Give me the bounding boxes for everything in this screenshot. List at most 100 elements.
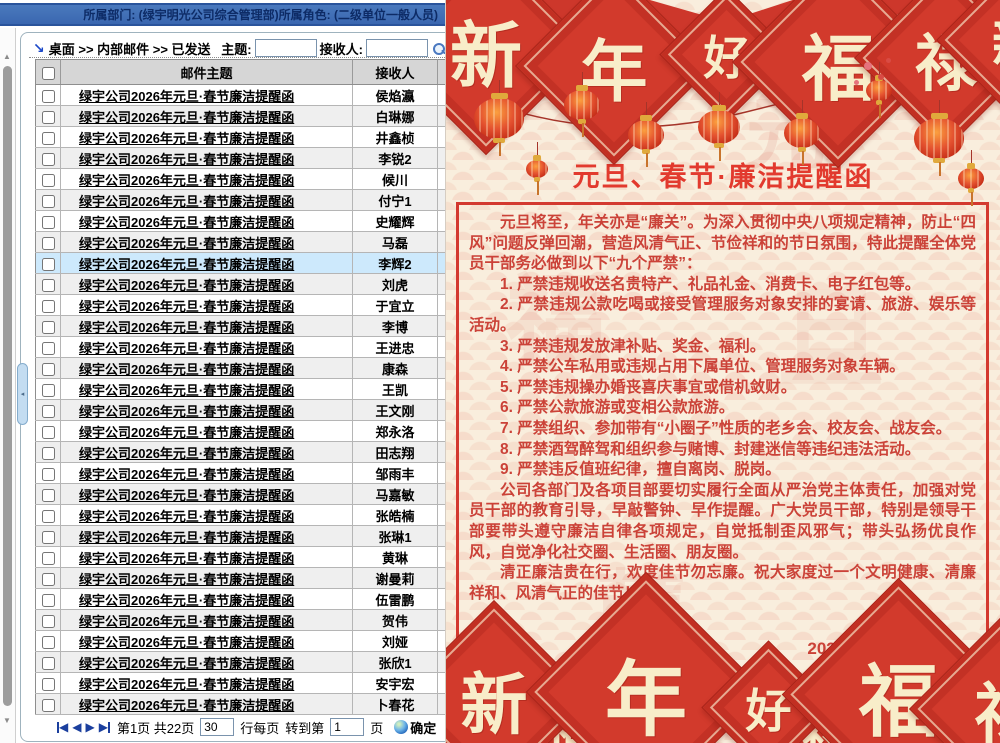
table-row[interactable]: 绿宇公司2026年元旦·春节廉洁提醒函 李辉2 [35,252,476,274]
table-row[interactable]: 绿宇公司2026年元旦·春节廉洁提醒函 白琳娜 [35,105,476,127]
table-row[interactable]: 绿宇公司2026年元旦·春节廉洁提醒函 卜春花 [35,693,476,715]
table-row[interactable]: 绿宇公司2026年元旦·春节廉洁提醒函 贺伟 [35,609,476,631]
table-row[interactable]: 绿宇公司2026年元旦·春节廉洁提醒函 于宜立 [35,294,476,316]
mail-subject-link[interactable]: 绿宇公司2026年元旦·春节廉洁提醒函 [79,445,295,461]
mail-subject-link[interactable]: 绿宇公司2026年元旦·春节廉洁提醒函 [79,592,295,608]
rows-per-page-input[interactable] [200,718,235,736]
mail-subject-link[interactable]: 绿宇公司2026年元旦·春节廉洁提醒函 [79,655,295,671]
table-row[interactable]: 绿宇公司2026年元旦·春节廉洁提醒函 刘娅 [35,630,476,652]
row-checkbox[interactable] [41,593,55,607]
row-checkbox[interactable] [41,635,55,649]
row-checkbox[interactable] [41,530,55,544]
mail-subject-link[interactable]: 绿宇公司2026年元旦·春节廉洁提醒函 [79,340,295,356]
mail-subject-link[interactable]: 绿宇公司2026年元旦·春节廉洁提醒函 [79,109,295,125]
row-checkbox[interactable] [41,446,55,460]
table-row[interactable]: 绿宇公司2026年元旦·春节廉洁提醒函 马嘉敏 [35,483,476,505]
row-checkbox[interactable] [41,320,55,334]
row-checkbox[interactable] [41,656,55,670]
mail-subject-link[interactable]: 绿宇公司2026年元旦·春节廉洁提醒函 [79,130,295,146]
mail-subject-link[interactable]: 绿宇公司2026年元旦·春节廉洁提醒函 [79,613,295,629]
row-checkbox[interactable] [41,215,55,229]
row-checkbox[interactable] [41,404,55,418]
subject-filter-input[interactable] [254,39,317,57]
row-checkbox[interactable] [41,509,55,523]
mail-subject-link[interactable]: 绿宇公司2026年元旦·春节廉洁提醒函 [79,424,295,440]
scroll-down-icon[interactable]: ▼ [3,716,11,725]
row-checkbox[interactable] [41,488,55,502]
row-checkbox[interactable] [41,614,55,628]
row-checkbox[interactable] [41,425,55,439]
mail-subject-link[interactable]: 绿宇公司2026年元旦·春节廉洁提醒函 [79,487,295,503]
row-checkbox[interactable] [41,467,55,481]
mail-subject-link[interactable]: 绿宇公司2026年元旦·春节廉洁提醒函 [79,466,295,482]
table-row[interactable]: 绿宇公司2026年元旦·春节廉洁提醒函 王凯 [35,378,476,400]
mail-subject-link[interactable]: 绿宇公司2026年元旦·春节廉洁提醒函 [79,508,295,524]
last-page-button[interactable]: ▶ [98,720,110,734]
table-row[interactable]: 绿宇公司2026年元旦·春节廉洁提醒函 田志翔 [35,441,476,463]
mail-subject-link[interactable]: 绿宇公司2026年元旦·春节廉洁提醒函 [79,697,295,713]
search-icon[interactable] [432,42,445,55]
row-checkbox[interactable] [41,278,55,292]
mail-subject-link[interactable]: 绿宇公司2026年元旦·春节廉洁提醒函 [79,214,295,230]
table-row[interactable]: 绿宇公司2026年元旦·春节廉洁提醒函 张皓楠 [35,504,476,526]
table-row[interactable]: 绿宇公司2026年元旦·春节廉洁提醒函 康森 [35,357,476,379]
mail-subject-link[interactable]: 绿宇公司2026年元旦·春节廉洁提醒函 [79,550,295,566]
table-row[interactable]: 绿宇公司2026年元旦·春节廉洁提醒函 张欣1 [35,651,476,673]
mail-subject-link[interactable]: 绿宇公司2026年元旦·春节廉洁提醒函 [79,319,295,335]
mail-subject-link[interactable]: 绿宇公司2026年元旦·春节廉洁提醒函 [79,88,295,104]
mail-subject-link[interactable]: 绿宇公司2026年元旦·春节廉洁提醒函 [79,193,295,209]
mail-subject-link[interactable]: 绿宇公司2026年元旦·春节廉洁提醒函 [79,235,295,251]
table-row[interactable]: 绿宇公司2026年元旦·春节廉洁提醒函 侯焰瀛 [35,84,476,106]
goto-page-input[interactable] [330,718,365,736]
row-checkbox[interactable] [41,89,55,103]
table-row[interactable]: 绿宇公司2026年元旦·春节廉洁提醒函 伍雷鹏 [35,588,476,610]
mail-subject-link[interactable]: 绿宇公司2026年元旦·春节廉洁提醒函 [79,571,295,587]
row-checkbox[interactable] [41,362,55,376]
row-checkbox[interactable] [41,698,55,712]
table-row[interactable]: 绿宇公司2026年元旦·春节廉洁提醒函 刘虎 [35,273,476,295]
row-checkbox[interactable] [41,341,55,355]
scrollbar-thumb[interactable] [3,66,12,706]
row-checkbox[interactable] [41,173,55,187]
row-checkbox[interactable] [41,551,55,565]
mail-subject-link[interactable]: 绿宇公司2026年元旦·春节廉洁提醒函 [79,529,295,545]
row-checkbox[interactable] [41,131,55,145]
scroll-up-icon[interactable]: ▲ [3,52,11,61]
mail-subject-link[interactable]: 绿宇公司2026年元旦·春节廉洁提醒函 [79,634,295,650]
prev-page-button[interactable]: ◀ [72,720,82,734]
row-checkbox[interactable] [41,572,55,586]
mail-subject-link[interactable]: 绿宇公司2026年元旦·春节廉洁提醒函 [79,361,295,377]
table-row[interactable]: 绿宇公司2026年元旦·春节廉洁提醒函 李博 [35,315,476,337]
table-row[interactable]: 绿宇公司2026年元旦·春节廉洁提醒函 郑永洛 [35,420,476,442]
mail-subject-link[interactable]: 绿宇公司2026年元旦·春节廉洁提醒函 [79,256,295,272]
confirm-button[interactable]: 确定 [410,720,437,736]
recipient-filter-input[interactable] [365,39,428,57]
next-page-button[interactable]: ▶ [85,720,95,734]
mail-subject-link[interactable]: 绿宇公司2026年元旦·春节廉洁提醒函 [79,382,295,398]
left-scrollbar[interactable]: ▲ ▼ [0,28,16,743]
mail-subject-link[interactable]: 绿宇公司2026年元旦·春节廉洁提醒函 [79,151,295,167]
mail-subject-link[interactable]: 绿宇公司2026年元旦·春节廉洁提醒函 [79,676,295,692]
table-row[interactable]: 绿宇公司2026年元旦·春节廉洁提醒函 付宁1 [35,189,476,211]
splitter-collapse-handle[interactable]: ◂ [17,363,28,425]
table-row[interactable]: 绿宇公司2026年元旦·春节廉洁提醒函 王进忠 [35,336,476,358]
row-checkbox[interactable] [41,110,55,124]
select-all-checkbox[interactable] [41,66,55,80]
row-checkbox[interactable] [41,236,55,250]
table-row[interactable]: 绿宇公司2026年元旦·春节廉洁提醒函 谢曼莉 [35,567,476,589]
mail-subject-link[interactable]: 绿宇公司2026年元旦·春节廉洁提醒函 [79,298,295,314]
table-row[interactable]: 绿宇公司2026年元旦·春节廉洁提醒函 李锐2 [35,147,476,169]
table-row[interactable]: 绿宇公司2026年元旦·春节廉洁提醒函 井鑫桢 [35,126,476,148]
row-checkbox[interactable] [41,194,55,208]
table-row[interactable]: 绿宇公司2026年元旦·春节廉洁提醒函 候川 [35,168,476,190]
table-row[interactable]: 绿宇公司2026年元旦·春节廉洁提醒函 黄琳 [35,546,476,568]
table-row[interactable]: 绿宇公司2026年元旦·春节廉洁提醒函 王文刚 [35,399,476,421]
mail-subject-link[interactable]: 绿宇公司2026年元旦·春节廉洁提醒函 [79,277,295,293]
table-row[interactable]: 绿宇公司2026年元旦·春节廉洁提醒函 张琳1 [35,525,476,547]
first-page-button[interactable]: ◀ [57,720,69,734]
row-checkbox[interactable] [41,299,55,313]
row-checkbox[interactable] [41,383,55,397]
mail-subject-link[interactable]: 绿宇公司2026年元旦·春节廉洁提醒函 [79,172,295,188]
row-checkbox[interactable] [41,257,55,271]
row-checkbox[interactable] [41,677,55,691]
